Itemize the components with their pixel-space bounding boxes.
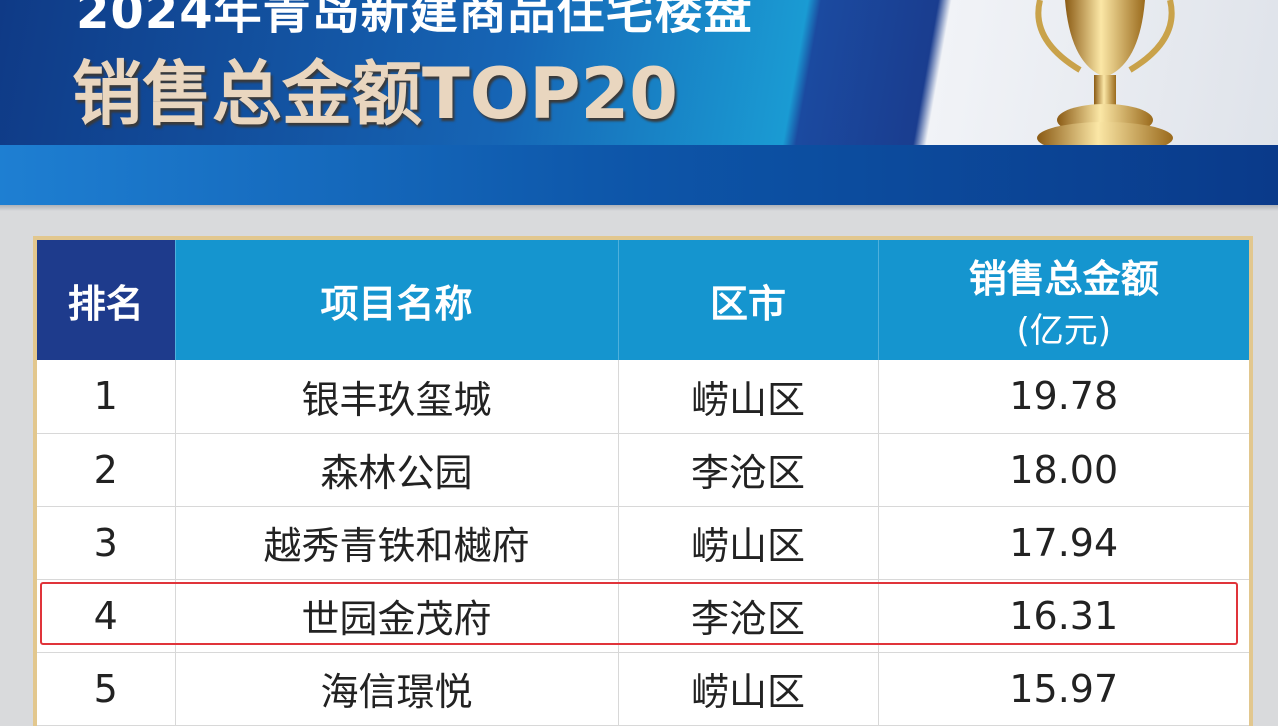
rank-cell: 1 — [35, 360, 176, 434]
name-cell: 森林公园 — [175, 433, 619, 507]
amount-cell: 18.00 — [878, 433, 1252, 507]
header-amount: 销售总金额 (亿元) — [878, 238, 1252, 360]
header-district: 区市 — [618, 238, 879, 360]
name-cell: 越秀青铁和樾府 — [175, 506, 619, 580]
rank-cell: 4 — [35, 579, 176, 653]
table-row: 2 森林公园 李沧区 18.00 — [35, 433, 1252, 507]
title-line-1: 2024年青岛新建商品住宅楼盘 — [76, 0, 753, 40]
header-amount-label: 销售总金额 — [968, 257, 1159, 301]
rank-cell: 5 — [35, 652, 176, 726]
name-cell: 银丰玖玺城 — [175, 360, 619, 434]
amount-cell: 15.97 — [878, 652, 1252, 726]
header-rank: 排名 — [35, 238, 176, 360]
highlight-box-row-4 — [40, 582, 1238, 645]
district-cell: 崂山区 — [618, 506, 879, 580]
amount-cell: 16.31 — [878, 579, 1252, 653]
header-amount-unit: (亿元) — [1016, 311, 1112, 351]
district-cell: 李沧区 — [618, 579, 879, 653]
header-project-name: 项目名称 — [175, 238, 619, 360]
district-cell: 崂山区 — [618, 652, 879, 726]
table-header-row: 排名 项目名称 区市 销售总金额 (亿元) — [35, 238, 1252, 360]
amount-cell: 17.94 — [878, 506, 1252, 580]
table-row: 4 世园金茂府 李沧区 16.31 — [35, 579, 1252, 653]
district-cell: 崂山区 — [618, 360, 879, 434]
divider — [0, 205, 1278, 211]
amount-cell: 19.78 — [878, 360, 1252, 434]
sales-table: 排名 项目名称 区市 销售总金额 (亿元) 1 银丰玖玺城 崂山区 19.78 2 森林公… — [33, 236, 1253, 726]
rank-cell: 3 — [35, 506, 176, 580]
table-row: 3 越秀青铁和樾府 崂山区 17.94 — [35, 506, 1252, 580]
name-cell: 世园金茂府 — [175, 579, 619, 653]
header-stripe — [0, 145, 1278, 205]
header-banner: 2024年青岛新建商品住宅楼盘 销售总金额TOP20 — [0, 0, 1278, 145]
title-line-2: 销售总金额TOP20 — [72, 53, 678, 135]
trophy-icon — [1035, 0, 1175, 154]
name-cell: 海信璟悦 — [175, 652, 619, 726]
district-cell: 李沧区 — [618, 433, 879, 507]
table-row: 5 海信璟悦 崂山区 15.97 — [35, 652, 1252, 726]
table-row: 1 银丰玖玺城 崂山区 19.78 — [35, 360, 1252, 434]
rank-cell: 2 — [35, 433, 176, 507]
